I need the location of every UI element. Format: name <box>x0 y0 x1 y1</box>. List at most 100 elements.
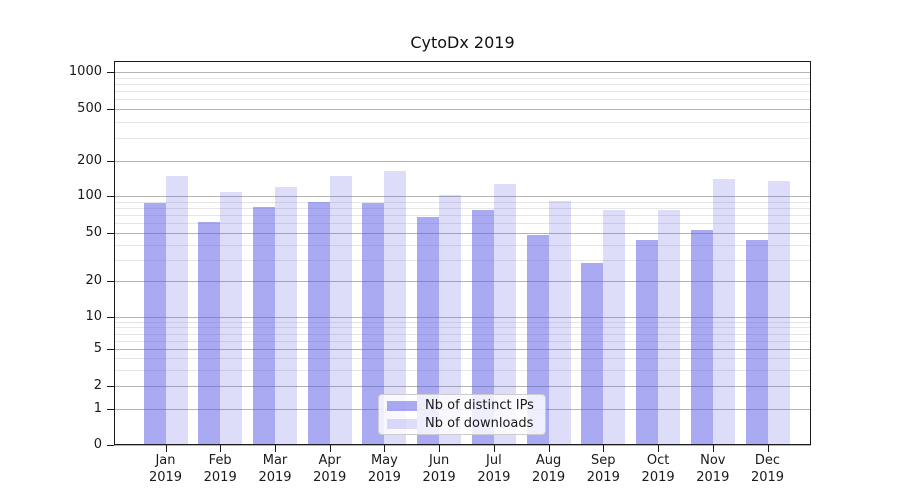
y-tick-label: 50 <box>85 225 102 240</box>
y-tick-mark <box>107 72 114 73</box>
y-tick-label: 100 <box>77 188 102 203</box>
gridline-minor <box>114 327 811 329</box>
x-tick-label: Apr 2019 <box>313 453 347 485</box>
bar-distinct-ips-feb <box>198 222 221 445</box>
y-tick-mark <box>107 445 114 446</box>
gridline-minor <box>114 259 811 261</box>
gridline-major <box>114 317 811 318</box>
bar-distinct-ips-mar <box>253 207 275 445</box>
bar-distinct-ips-sep <box>581 263 604 445</box>
gridline-minor <box>114 358 811 359</box>
plot-area: 0 1 2 5 10 20 50 100 200 500 1000 Jan 2019 Feb 2019 M… <box>69 61 811 485</box>
gridline-minor <box>114 77 811 79</box>
x-tick-mark <box>658 445 660 452</box>
x-tick-label: Nov 2019 <box>696 453 730 485</box>
y-tick-label: 200 <box>77 153 102 168</box>
legend-label-distinct-ips: Nb of distinct IPs <box>425 398 534 413</box>
x-tick-mark <box>548 445 550 452</box>
x-tick-label: Dec 2019 <box>750 453 785 485</box>
bar-downloads-nov <box>712 179 735 445</box>
bar-distinct-ips-jul <box>471 210 494 445</box>
bar-downloads-aug <box>548 201 571 445</box>
gridline-minor <box>114 333 811 335</box>
bar-downloads-mar <box>275 187 297 445</box>
gridline-minor <box>114 321 811 323</box>
gridline-minor <box>114 340 811 342</box>
y-tick-mark <box>107 196 114 197</box>
gridline-major <box>114 196 811 197</box>
bar-distinct-ips-nov <box>690 229 713 445</box>
y-tick-mark <box>107 233 114 234</box>
legend-entry-distinct-ips: Nb of distinct IPs <box>387 398 537 413</box>
x-tick-mark <box>603 445 605 452</box>
y-tick-label: 10 <box>85 309 102 324</box>
gridline-major <box>114 349 811 350</box>
gridline-minor <box>114 83 811 85</box>
x-tick-mark <box>165 445 167 452</box>
bar-downloads-dec <box>767 181 790 445</box>
x-tick-mark <box>384 445 386 452</box>
gridline-minor <box>114 91 811 92</box>
bar-distinct-ips-jan <box>143 202 166 445</box>
bar-distinct-ips-dec <box>745 239 768 445</box>
gridline-major <box>114 233 811 234</box>
x-tick-mark <box>220 445 222 452</box>
bar-downloads-jun <box>439 195 462 445</box>
x-tick-label: Aug 2019 <box>532 453 566 485</box>
x-tick-label: Jun 2019 <box>422 453 456 485</box>
x-tick-mark <box>767 445 769 452</box>
gridline-minor <box>114 138 811 139</box>
gridline-major <box>114 109 811 110</box>
x-tick-mark <box>439 445 441 452</box>
y-tick-mark <box>107 386 114 387</box>
y-tick-label: 0 <box>93 437 102 452</box>
bar-downloads-jul <box>493 183 516 445</box>
y-tick-mark <box>107 161 114 162</box>
gridline-minor <box>114 99 811 101</box>
chart-title: CytoDx 2019 <box>410 33 515 52</box>
x-tick-label: May 2019 <box>367 453 401 485</box>
bar-distinct-ips-apr <box>307 202 330 445</box>
bar-downloads-oct <box>658 210 681 445</box>
y-tick-mark <box>107 109 114 110</box>
y-tick-label: 1000 <box>68 64 102 79</box>
x-tick-label: Mar 2019 <box>258 453 292 485</box>
bar-distinct-ips-may <box>362 202 385 445</box>
x-tick-label: Oct 2019 <box>641 453 675 485</box>
bar-downloads-sep <box>603 210 626 445</box>
x-tick-label: Jul 2019 <box>477 453 511 485</box>
legend: Nb of distinct IPs Nb of downloads <box>378 394 546 435</box>
gridline-minor <box>114 223 811 225</box>
x-tick-label: Sep 2019 <box>586 453 620 485</box>
x-tick-label: Jan 2019 <box>148 453 183 485</box>
bar-distinct-ips-aug <box>526 235 549 445</box>
x-tick-mark <box>275 445 276 452</box>
x-tick-mark <box>493 445 495 452</box>
gridline-major <box>114 445 811 446</box>
y-tick-mark <box>107 317 114 318</box>
gridline-major <box>114 386 811 387</box>
gridline-major <box>114 161 811 162</box>
y-tick-mark <box>107 409 114 410</box>
gridline-minor <box>114 215 811 216</box>
x-tick-label: Feb 2019 <box>203 453 237 485</box>
legend-swatch-downloads <box>387 418 417 429</box>
bar-downloads-jan <box>165 175 188 445</box>
x-tick-mark <box>712 445 714 452</box>
y-tick-mark <box>107 349 114 350</box>
gridline-minor <box>114 369 811 371</box>
gridline-minor <box>114 244 811 246</box>
gridline-major <box>114 281 811 282</box>
bar-distinct-ips-oct <box>636 239 659 445</box>
legend-swatch-distinct-ips <box>387 400 417 411</box>
x-tick-mark <box>329 445 331 452</box>
bar-distinct-ips-jun <box>417 217 440 445</box>
gridline-minor <box>114 201 811 203</box>
bar-downloads-may <box>384 171 407 445</box>
bar-downloads-apr <box>329 175 352 445</box>
gridline-minor <box>114 121 811 123</box>
y-tick-mark <box>107 281 114 282</box>
bar-downloads-feb <box>220 192 243 445</box>
y-tick-label: 5 <box>93 341 102 356</box>
